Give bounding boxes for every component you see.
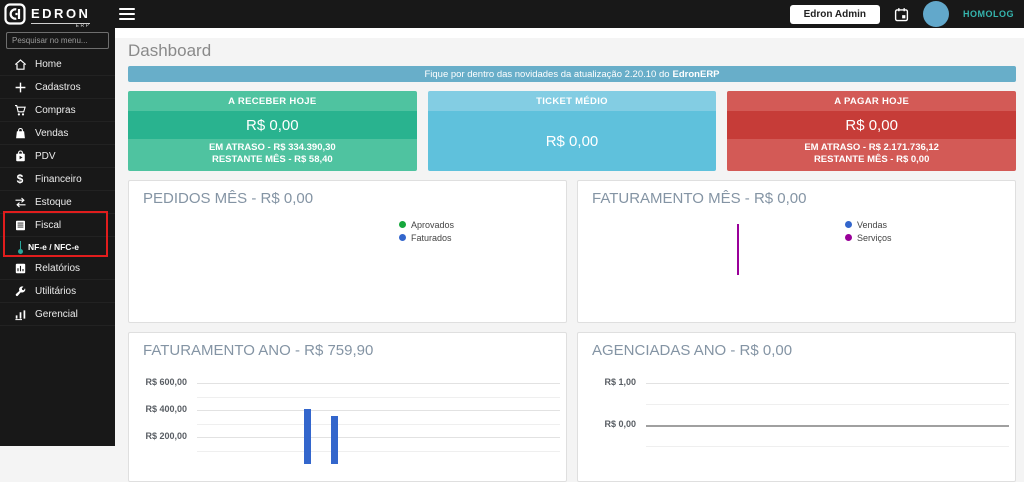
card-footer-line: EM ATRASO - R$ 2.171.736,12 xyxy=(727,142,1016,154)
topbar: EDRON ERP Edron Admin HOMOLOG xyxy=(0,0,1024,28)
legend-item[interactable]: Serviços xyxy=(845,232,892,243)
menu-toggle-icon[interactable] xyxy=(119,8,135,20)
top-strip xyxy=(115,28,1024,38)
card-title: TICKET MÉDIO xyxy=(428,91,717,111)
card-value: R$ 0,00 xyxy=(428,111,717,171)
sidebar-item-fiscal[interactable]: Fiscal xyxy=(0,214,115,237)
gridline xyxy=(646,425,1009,427)
legend-item[interactable]: Faturados xyxy=(399,232,454,243)
sidebar-item-estoque[interactable]: Estoque xyxy=(0,191,115,214)
card-title: A PAGAR HOJE xyxy=(727,91,1016,111)
card-footer-line: RESTANTE MÊS - R$ 58,40 xyxy=(128,154,417,166)
chart-panel-faturamento-mes: FATURAMENTO MÊS - R$ 0,00 Vendas Serviço… xyxy=(577,180,1016,323)
gridline xyxy=(197,424,560,425)
home-icon xyxy=(13,58,27,71)
bar[interactable] xyxy=(331,416,338,464)
transfer-arrows-icon xyxy=(13,196,27,209)
legend-item[interactable]: Aprovados xyxy=(399,219,454,230)
y-axis-tick-label: R$ 600,00 xyxy=(129,377,187,387)
plus-icon xyxy=(13,81,27,94)
page-title: Dashboard xyxy=(128,38,1016,66)
gridline xyxy=(197,383,560,384)
card-footer-line: RESTANTE MÊS - R$ 0,00 xyxy=(727,154,1016,166)
gridline xyxy=(197,437,560,438)
y-axis-tick-label: R$ 1,00 xyxy=(578,377,636,387)
report-chart-icon xyxy=(13,262,27,275)
bar-chart-faturamento-ano[interactable]: R$ 600,00 R$ 400,00 R$ 200,00 xyxy=(129,333,566,481)
gridline xyxy=(197,397,560,398)
card-ticket-medio[interactable]: TICKET MÉDIO R$ 0,00 xyxy=(428,91,717,171)
banner-brand: EdronERP xyxy=(673,69,720,80)
menu-search-input[interactable] xyxy=(6,32,109,49)
sidebar-item-compras[interactable]: Compras xyxy=(0,99,115,122)
user-avatar[interactable] xyxy=(923,1,949,27)
dollar-icon: $ xyxy=(13,173,27,185)
card-a-pagar-hoje[interactable]: A PAGAR HOJE R$ 0,00 EM ATRASO - R$ 2.17… xyxy=(727,91,1016,171)
tree-branch-icon xyxy=(17,241,24,254)
legend-dot-vendas xyxy=(845,221,852,228)
pos-bag-play-icon xyxy=(13,150,27,163)
card-footer-line: EM ATRASO - R$ 334.390,30 xyxy=(128,142,417,154)
calendar-button[interactable] xyxy=(894,7,909,22)
gridline xyxy=(197,451,560,452)
card-value: R$ 0,00 xyxy=(727,111,1016,139)
y-axis-tick-label: R$ 200,00 xyxy=(129,431,187,441)
gridline xyxy=(646,404,1009,405)
app-logo[interactable]: EDRON ERP xyxy=(0,3,111,25)
card-a-receber-hoje[interactable]: A RECEBER HOJE R$ 0,00 EM ATRASO - R$ 33… xyxy=(128,91,417,171)
sidebar-item-vendas[interactable]: Vendas xyxy=(0,122,115,145)
chart-legend: Vendas Serviços xyxy=(845,219,892,243)
sidebar-item-gerencial[interactable]: Gerencial xyxy=(0,303,115,326)
y-axis-tick-label: R$ 0,00 xyxy=(578,419,636,429)
cart-icon xyxy=(13,104,27,117)
legend-dot-aprovados xyxy=(399,221,406,228)
gridline xyxy=(646,446,1009,447)
summary-cards: A RECEBER HOJE R$ 0,00 EM ATRASO - R$ 33… xyxy=(128,91,1016,171)
environment-badge: HOMOLOG xyxy=(963,9,1014,19)
sidebar-item-pdv[interactable]: PDV xyxy=(0,145,115,168)
update-banner[interactable]: Fique por dentro das novidades da atuali… xyxy=(128,66,1016,82)
calendar-icon xyxy=(894,7,909,22)
gridline xyxy=(646,383,1009,384)
brand-name: EDRON xyxy=(31,6,90,24)
legend-dot-faturados xyxy=(399,234,406,241)
bar[interactable] xyxy=(304,409,311,464)
sidebar-item-cadastros[interactable]: Cadastros xyxy=(0,76,115,99)
brand-sub-label: ERP xyxy=(76,23,91,29)
legend-item[interactable]: Vendas xyxy=(845,219,892,230)
sidebar-item-financeiro[interactable]: $ Financeiro xyxy=(0,168,115,191)
document-lines-icon xyxy=(13,219,27,232)
servicos-spike-mark[interactable] xyxy=(737,224,739,275)
sidebar-subitem-nfe-nfce[interactable]: NF-e / NFC-e xyxy=(0,237,115,257)
sidebar-item-relatorios[interactable]: Relatórios xyxy=(0,257,115,280)
chart-title: PEDIDOS MÊS - R$ 0,00 xyxy=(143,190,313,207)
edron-logo-icon xyxy=(4,3,26,25)
gridline xyxy=(197,410,560,411)
sidebar-item-utilitarios[interactable]: Utilitários xyxy=(0,280,115,303)
bars-chart-icon xyxy=(13,308,27,321)
card-footer: EM ATRASO - R$ 334.390,30 RESTANTE MÊS -… xyxy=(128,139,417,171)
card-value: R$ 0,00 xyxy=(128,111,417,139)
sidebar-item-home[interactable]: Home xyxy=(0,53,115,76)
wrench-icon xyxy=(13,285,27,298)
legend-dot-servicos xyxy=(845,234,852,241)
chart-legend: Aprovados Faturados xyxy=(399,219,454,243)
charts-row-1: PEDIDOS MÊS - R$ 0,00 Aprovados Faturado… xyxy=(128,180,1016,323)
banner-text: Fique por dentro das novidades da atuali… xyxy=(424,69,669,80)
bar-chart-agenciadas-ano[interactable]: R$ 1,00 R$ 0,00 xyxy=(578,333,1015,481)
sidebar-nav: Home Cadastros Compras Vendas PDV $ Fina… xyxy=(0,53,115,326)
chart-title: FATURAMENTO MÊS - R$ 0,00 xyxy=(592,190,807,207)
card-footer: EM ATRASO - R$ 2.171.736,12 RESTANTE MÊS… xyxy=(727,139,1016,171)
user-menu-button[interactable]: Edron Admin xyxy=(790,5,880,24)
shopping-bag-icon xyxy=(13,127,27,140)
y-axis-tick-label: R$ 400,00 xyxy=(129,404,187,414)
sidebar: Home Cadastros Compras Vendas PDV $ Fina… xyxy=(0,28,115,446)
main-content: Dashboard Fique por dentro das novidades… xyxy=(115,28,1024,446)
card-title: A RECEBER HOJE xyxy=(128,91,417,111)
chart-panel-pedidos-mes: PEDIDOS MÊS - R$ 0,00 Aprovados Faturado… xyxy=(128,180,567,323)
